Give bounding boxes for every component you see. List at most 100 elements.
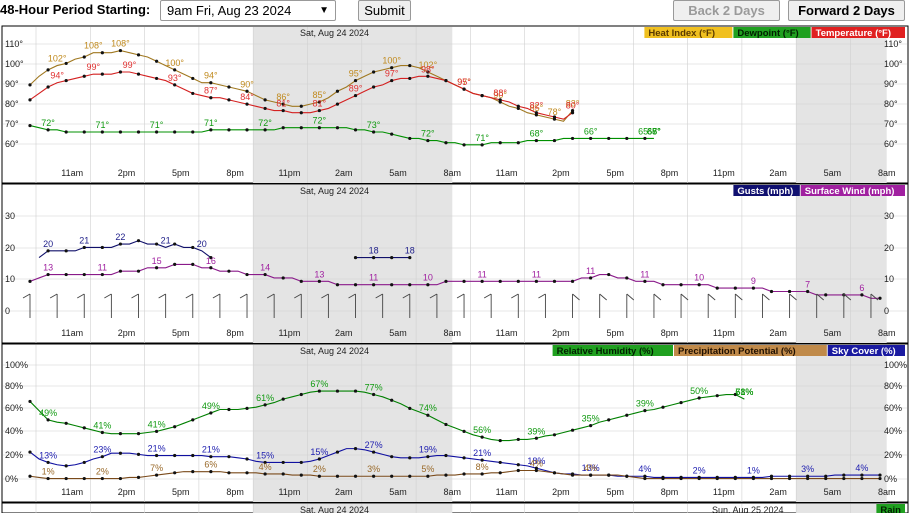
data-point-temperature-f <box>46 85 50 89</box>
data-point-sky-cover <box>100 455 104 459</box>
data-label-gusts-mph: 20 <box>43 239 53 249</box>
data-point-surface-wind-mph <box>607 272 611 277</box>
data-label-relative-humidity: 50% <box>690 386 708 396</box>
data-point-surface-wind-mph <box>136 269 141 273</box>
x-tick-label: 8am <box>444 328 462 338</box>
data-point-dewpoint-f <box>426 138 430 143</box>
period-select[interactable]: 9am Fri, Aug 23 2024 ▼ <box>160 0 336 21</box>
data-point-gusts-mph <box>372 256 376 260</box>
data-point-surface-wind-mph <box>751 286 756 290</box>
data-label-dewpoint-f: 73° <box>367 120 381 130</box>
data-point-surface-wind-mph <box>661 283 665 287</box>
data-point-sky-cover <box>227 455 231 459</box>
data-point-sky-cover <box>806 474 810 478</box>
data-point-temperature-f <box>245 102 249 106</box>
back-2-days-button[interactable]: Back 2 Days <box>673 0 780 21</box>
wind-barb <box>789 293 797 301</box>
data-point-dewpoint-f <box>335 126 340 130</box>
data-point-relative-humidity <box>245 406 249 410</box>
data-point-surface-wind-mph <box>480 279 484 283</box>
wind-barb <box>321 293 329 299</box>
x-tick-label: 2am <box>335 168 353 178</box>
x-tick-label: 5pm <box>606 487 624 497</box>
data-label-dewpoint-f: 66° <box>584 126 598 136</box>
legend-entry: Gusts (mph) <box>737 186 793 197</box>
panel-frame <box>1 25 909 184</box>
data-label-temperature-f: 95° <box>457 77 471 87</box>
data-point-heat-index-f <box>335 89 340 93</box>
data-label-precipitation-potential: 3% <box>367 464 380 474</box>
wind-barb <box>511 293 519 299</box>
legend-entry: Rain <box>880 505 901 513</box>
data-point-relative-humidity <box>335 389 340 393</box>
humidity-panel: Sat, Aug 24 2024 Sky Cover (%) Precipitati… <box>1 343 909 503</box>
forward-2-days-button[interactable]: Forward 2 Days <box>788 0 905 21</box>
date-label: Sat, Aug 24 2024 <box>300 28 369 38</box>
legend-entry: Relative Humidity (%) <box>557 346 654 357</box>
y-tick-label-right: 0 <box>884 306 889 316</box>
wind-panel: Sat, Aug 24 2024 Surface Wind (mph) Gusts … <box>1 183 909 344</box>
data-point-relative-humidity <box>209 411 213 415</box>
data-point-relative-humidity <box>570 428 575 432</box>
data-point-relative-humidity <box>715 394 719 398</box>
data-point-temperature-f <box>281 108 285 113</box>
legend-entry: Precipitation Potential (%) <box>678 346 796 357</box>
data-label-dewpoint-f: 71° <box>204 118 218 128</box>
data-point-temperature-f <box>317 108 321 113</box>
data-label-surface-wind-mph: 13 <box>314 269 324 279</box>
data-point-relative-humidity <box>607 418 611 422</box>
data-point-temperature-f <box>64 78 68 83</box>
data-point-surface-wind-mph <box>173 262 177 266</box>
data-point-sky-cover <box>317 457 321 461</box>
wind-barb <box>735 293 743 301</box>
legend-entry: Heat Index (°F) <box>648 28 715 39</box>
data-point-sky-cover <box>480 458 484 462</box>
data-point-dewpoint-f <box>46 128 50 132</box>
data-label-sky-cover: 27% <box>365 440 383 450</box>
data-label-relative-humidity: 49% <box>39 408 57 418</box>
data-label-relative-humidity: 61% <box>735 387 753 397</box>
data-label-precipitation-potential: 1% <box>42 467 55 477</box>
submit-button[interactable]: Submit <box>358 0 411 21</box>
data-point-precipitation-potential <box>444 473 448 477</box>
data-point-relative-humidity <box>444 422 448 427</box>
x-tick-label: 5am <box>824 168 842 178</box>
data-point-sky-cover <box>335 450 340 454</box>
data-point-surface-wind-mph <box>697 283 701 287</box>
data-point-temperature-f <box>28 98 32 102</box>
data-point-dewpoint-f <box>64 130 68 134</box>
data-point-relative-humidity <box>136 432 141 436</box>
data-point-temperature-f <box>552 115 557 119</box>
data-point-dewpoint-f <box>552 138 557 143</box>
data-label-sky-cover: 13% <box>39 450 57 460</box>
data-point-relative-humidity <box>82 426 86 430</box>
data-label-relative-humidity: 71% <box>735 387 753 397</box>
y-tick-label-right: 80° <box>884 99 898 109</box>
data-point-relative-humidity <box>281 397 285 401</box>
data-point-dewpoint-f <box>408 136 412 141</box>
rain-panel: Sat, Aug 24 2024 Sun, Aug 25 2024 Rain <box>1 502 909 513</box>
data-label-heat-index-f: 95° <box>349 69 363 79</box>
wind-barb <box>816 293 824 301</box>
data-point-relative-humidity <box>679 400 683 405</box>
date-label: Sat, Aug 24 2024 <box>300 346 369 356</box>
data-label-dewpoint-f: 72° <box>41 118 55 128</box>
x-tick-label: 11pm <box>278 328 300 338</box>
data-point-dewpoint-f <box>209 128 213 132</box>
y-tick-label: 0 <box>5 306 10 316</box>
data-label-relative-humidity: 35% <box>582 414 600 424</box>
data-point-relative-humidity <box>534 436 538 440</box>
series-line-precipitation-potential <box>29 469 880 480</box>
x-tick-label: 2pm <box>552 168 570 178</box>
data-label-temperature-f: 93° <box>168 73 182 83</box>
data-point-gusts-mph <box>46 249 50 253</box>
data-point-surface-wind-mph <box>390 283 394 287</box>
data-point-gusts-mph <box>154 242 159 246</box>
data-point-surface-wind-mph <box>263 272 267 277</box>
data-point-precipitation-potential <box>426 474 430 478</box>
data-label-dewpoint-f: 65° <box>638 126 652 136</box>
wind-barb <box>653 293 662 301</box>
data-point-temperature-f <box>498 98 502 102</box>
data-point-precipitation-potential <box>715 476 719 481</box>
data-point-precipitation-potential <box>498 471 502 475</box>
